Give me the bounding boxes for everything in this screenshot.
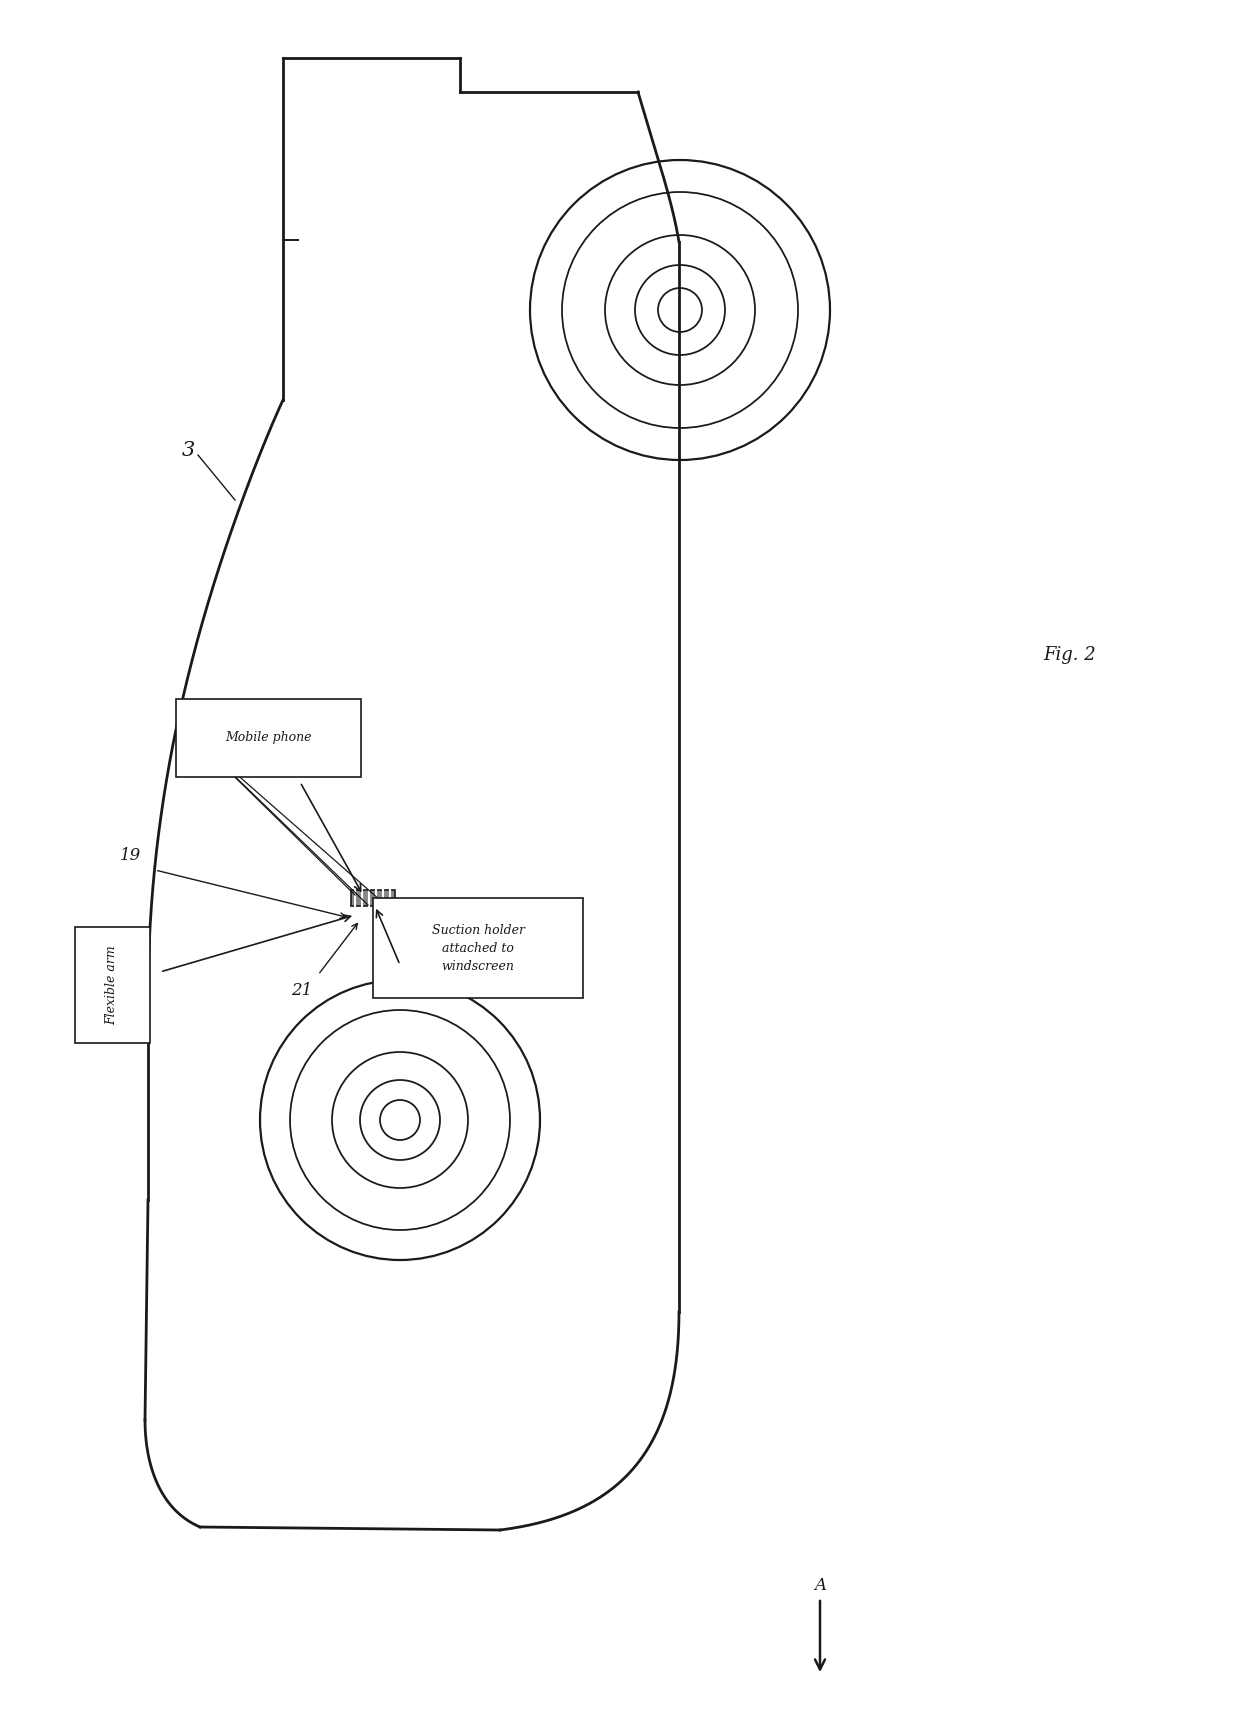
FancyBboxPatch shape xyxy=(176,699,361,778)
FancyBboxPatch shape xyxy=(74,927,150,1042)
Text: attached to: attached to xyxy=(443,941,513,955)
Text: 3: 3 xyxy=(181,441,195,460)
Text: 21: 21 xyxy=(291,982,312,999)
FancyBboxPatch shape xyxy=(373,898,583,998)
Text: Fig. 2: Fig. 2 xyxy=(1044,646,1096,664)
Bar xyxy=(351,889,396,907)
Text: 19: 19 xyxy=(119,846,140,864)
Text: Flexible arm: Flexible arm xyxy=(105,944,119,1025)
Text: A: A xyxy=(813,1576,826,1593)
Text: windscreen: windscreen xyxy=(441,960,515,972)
Text: Mobile phone: Mobile phone xyxy=(224,731,311,745)
Text: 17: 17 xyxy=(177,719,198,737)
Text: Suction holder: Suction holder xyxy=(432,924,525,936)
